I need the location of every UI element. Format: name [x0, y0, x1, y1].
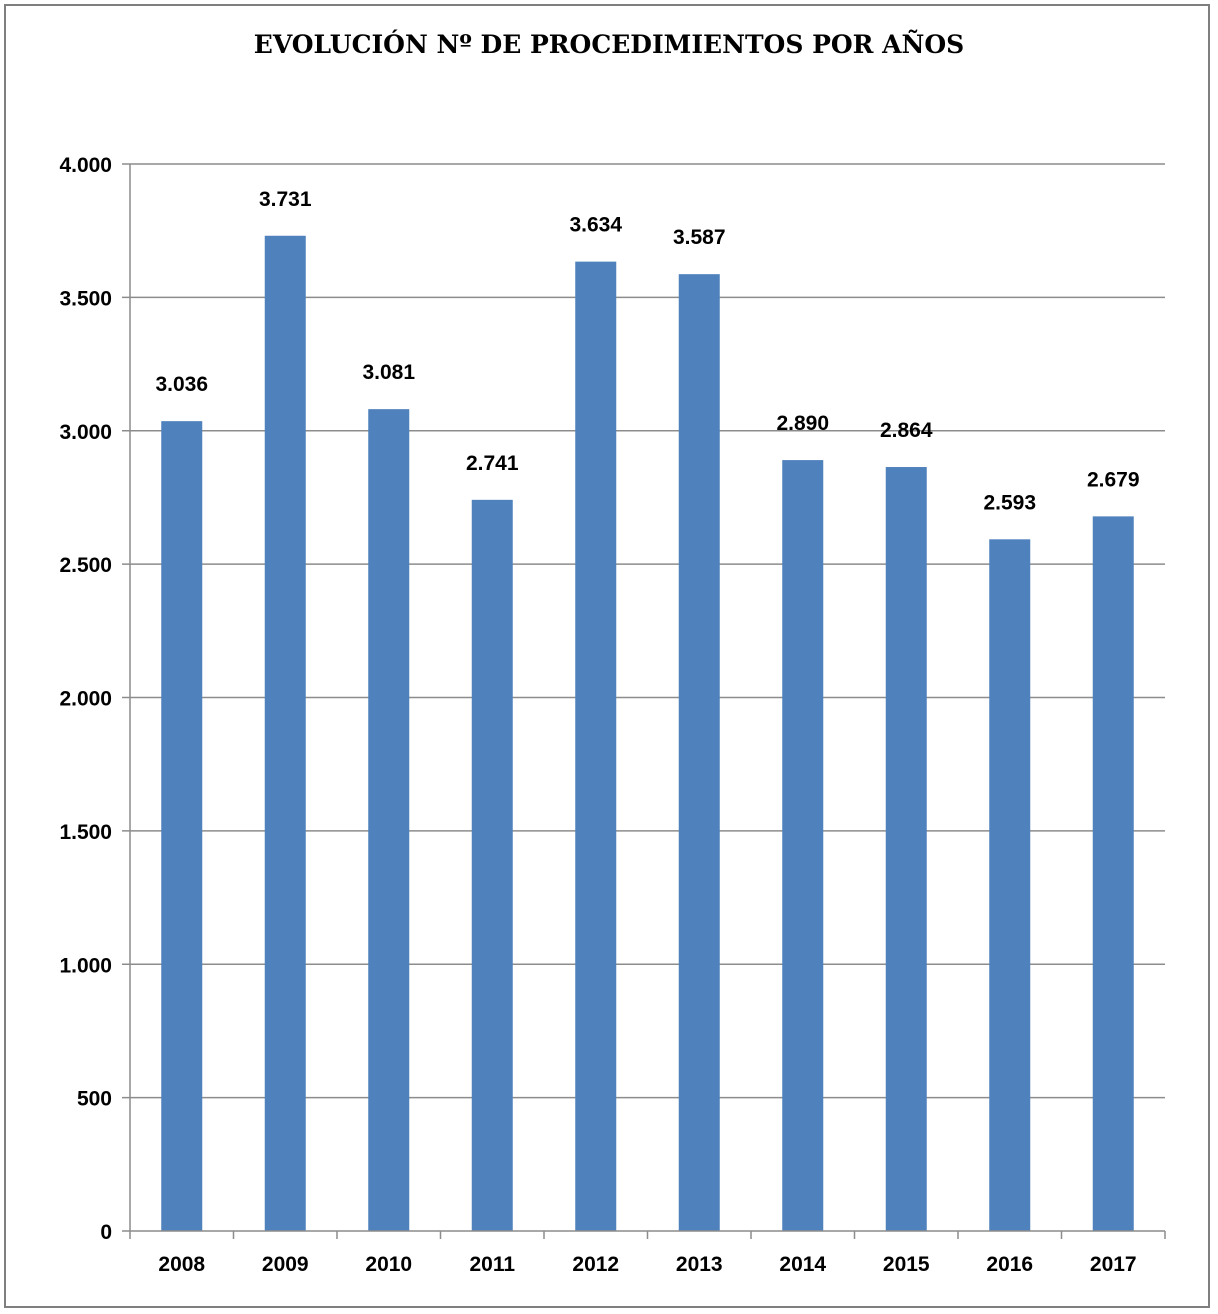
data-label: 3.731: [259, 188, 312, 211]
y-tick-label: 2.500: [59, 554, 112, 577]
data-label: 2.679: [1087, 468, 1140, 491]
bar-2014: [782, 460, 824, 1231]
bar-2008: [161, 421, 203, 1232]
chart-title: EVOLUCIÓN Nº DE PROCEDIMIENTOS POR AÑOS: [253, 30, 965, 59]
bar-2010: [368, 409, 410, 1231]
y-tick-label: 2.000: [59, 688, 112, 711]
x-tick-label: 2011: [469, 1253, 515, 1276]
bar-2013: [678, 274, 720, 1232]
bars: [161, 235, 1134, 1232]
x-tick-label: 2012: [572, 1253, 619, 1276]
bar-2011: [471, 499, 513, 1231]
bar-2015: [885, 467, 927, 1231]
y-tick-label: 3.000: [59, 421, 112, 444]
x-tick-label: 2015: [883, 1253, 930, 1276]
y-tick-label: 3.500: [59, 287, 112, 310]
y-tick-label: 4.000: [59, 154, 112, 177]
x-tick-label: 2013: [676, 1253, 723, 1276]
data-label: 3.081: [362, 361, 415, 384]
x-tick-label: 2017: [1090, 1253, 1137, 1276]
bar-2012: [575, 261, 617, 1231]
x-tick-label: 2014: [779, 1253, 826, 1276]
x-tick-label: 2016: [986, 1253, 1033, 1276]
y-tick-label: 500: [77, 1088, 112, 1111]
bar-2009: [264, 235, 306, 1232]
data-label: 2.593: [983, 491, 1036, 514]
y-tick-label: 1.000: [59, 954, 112, 977]
data-label: 3.036: [155, 373, 208, 396]
data-label: 2.890: [776, 412, 829, 435]
axes: [122, 163, 1166, 1239]
data-label: 2.741: [466, 452, 519, 475]
bar-2017: [1092, 516, 1134, 1231]
bar-2016: [989, 539, 1031, 1231]
labels: 0 500 1.000 1.500 2.000 2.500 3.000 3.500 4.000 3…: [59, 154, 1139, 1276]
y-tick-label: 1.500: [59, 821, 112, 844]
x-tick-label: 2010: [365, 1253, 412, 1276]
x-tick-label: 2008: [158, 1253, 205, 1276]
data-label: 3.587: [673, 226, 726, 249]
y-tick-label: 0: [100, 1221, 112, 1244]
data-label: 2.864: [880, 419, 933, 442]
data-label: 3.634: [569, 214, 622, 237]
x-tick-label: 2009: [262, 1253, 309, 1276]
